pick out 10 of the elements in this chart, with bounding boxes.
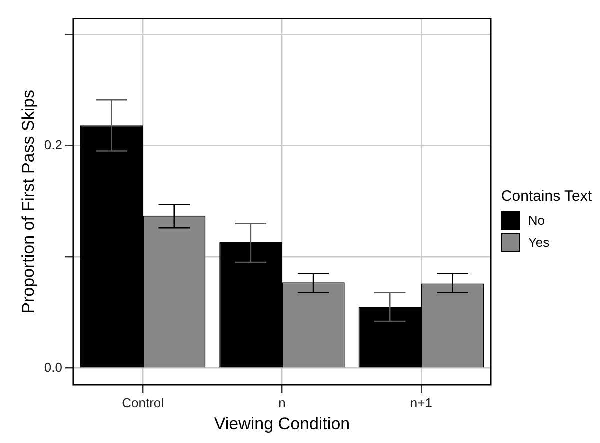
x-tick-label: Control <box>122 395 165 410</box>
x-tick-label: n+1 <box>410 395 433 410</box>
x-axis-title: Viewing Condition <box>214 414 351 434</box>
y-tick-label: 0.0 <box>44 360 63 375</box>
legend-title: Contains Text <box>501 188 592 205</box>
x-tick-label: n <box>279 395 286 410</box>
legend-label: Yes <box>528 235 550 250</box>
legend-label: No <box>528 213 546 228</box>
y-axis-title: Proportion of First Pass Skips <box>19 90 38 314</box>
y-tick-label: 0.2 <box>44 137 63 152</box>
